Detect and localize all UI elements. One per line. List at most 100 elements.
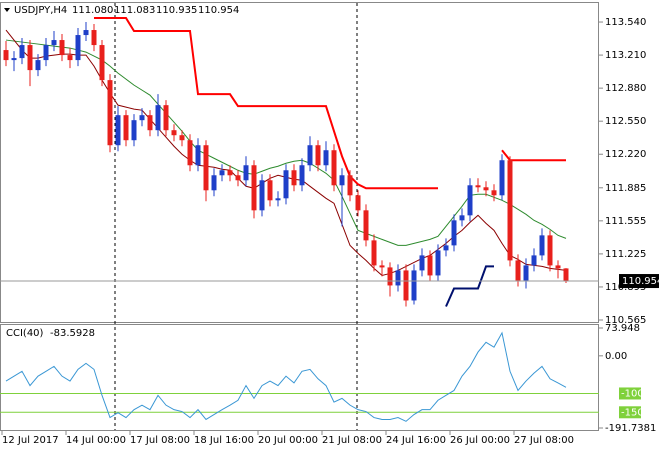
x-tick-label: 21 Jul 08:00 xyxy=(322,435,382,446)
x-tick-label: 27 Jul 08:00 xyxy=(514,435,574,446)
candle-body xyxy=(155,105,161,131)
candle-body xyxy=(195,145,201,166)
x-tick-label: 17 Jul 08:00 xyxy=(130,435,190,446)
x-tick-label: 14 Jul 00:00 xyxy=(66,435,126,446)
candle-body xyxy=(99,45,105,81)
candle-body xyxy=(315,145,321,166)
y-tick-label: 111.225 xyxy=(605,249,646,260)
candle-body xyxy=(211,175,217,191)
candle-body xyxy=(51,40,57,46)
candle-body xyxy=(235,175,241,181)
candle-body xyxy=(483,187,489,191)
indicator-line xyxy=(445,265,494,307)
candle-body xyxy=(331,150,337,186)
y-tick-label: 110.565 xyxy=(605,315,646,326)
candle-body xyxy=(523,265,529,281)
candle-body xyxy=(563,268,569,282)
candle-body xyxy=(91,30,97,46)
candle-body xyxy=(147,115,153,131)
candle-body xyxy=(123,115,129,141)
x-tick-label: 24 Jul 16:00 xyxy=(386,435,446,446)
candle-body xyxy=(411,270,417,301)
candle-body xyxy=(139,115,145,121)
y-tick-label: 112.880 xyxy=(605,83,646,94)
candle-body xyxy=(539,235,545,256)
last-low: 110.935 xyxy=(156,5,197,16)
candle-body xyxy=(27,45,33,71)
candle-body xyxy=(475,185,481,188)
last-open: 111.080 xyxy=(72,5,113,16)
indicator-line xyxy=(501,149,566,162)
y-tick-label: 111.555 xyxy=(605,216,646,227)
candle-body xyxy=(115,115,121,146)
price-box xyxy=(619,274,659,289)
price-label: 110.954 xyxy=(622,276,660,287)
candle-body xyxy=(395,270,401,286)
candle-body xyxy=(371,240,377,266)
candle-body xyxy=(75,35,81,61)
indicator-line xyxy=(94,17,438,190)
candle-body xyxy=(259,180,265,211)
candle-body xyxy=(427,255,433,276)
candle-body xyxy=(275,198,281,201)
cci-panel xyxy=(0,324,599,431)
collapse-icon[interactable] xyxy=(4,8,10,12)
candle-body xyxy=(443,245,449,251)
candle-body xyxy=(403,270,409,301)
candle-body xyxy=(67,55,73,61)
candle-body xyxy=(227,170,233,176)
candle-body xyxy=(35,60,41,71)
candle-body xyxy=(267,180,273,201)
candle-body xyxy=(59,40,65,56)
cci-last-value: -83.5928 xyxy=(50,328,95,339)
candle-body xyxy=(283,170,289,199)
candle-body xyxy=(339,175,345,186)
candle-body xyxy=(291,170,297,186)
candle-body xyxy=(499,160,505,196)
y-tick-label: 111.885 xyxy=(605,183,646,194)
candle-body xyxy=(451,220,457,246)
symbol-title: USDJPY,H4 xyxy=(14,5,67,16)
indicator-line xyxy=(5,39,567,246)
y-tick-label: 112.220 xyxy=(605,149,646,160)
y-tick-label: 0.00 xyxy=(605,351,627,362)
candle-body xyxy=(507,160,513,261)
candle-body xyxy=(323,150,329,166)
cci-title: CCI(40) xyxy=(6,328,44,339)
y-tick-label: 113.210 xyxy=(605,50,646,61)
candle-body xyxy=(491,190,497,196)
x-tick-label: 12 Jul 2017 xyxy=(2,435,59,446)
candle-body xyxy=(11,58,17,61)
x-tick-label: 18 Jul 16:00 xyxy=(194,435,254,446)
candle-body xyxy=(251,165,257,211)
candle-body xyxy=(379,265,385,268)
candle-body xyxy=(83,30,89,36)
level-box xyxy=(619,387,641,400)
candle-body xyxy=(307,145,313,166)
y-tick-label: 73.948 xyxy=(605,323,640,334)
candle-body xyxy=(347,175,353,196)
candle-body xyxy=(107,80,113,146)
candle-body xyxy=(131,120,137,141)
candle-body xyxy=(219,170,225,176)
x-tick-label: 20 Jul 00:00 xyxy=(258,435,318,446)
candle-body xyxy=(467,185,473,216)
level-label: -100 xyxy=(621,388,644,399)
last-high: 111.083 xyxy=(114,5,155,16)
candle-body xyxy=(3,50,9,61)
candle-body xyxy=(515,260,521,281)
candle-body xyxy=(163,105,169,131)
candle-body xyxy=(19,45,25,59)
candle-body xyxy=(387,267,393,286)
candle-body xyxy=(363,210,369,241)
candle-body xyxy=(547,235,553,266)
level-label: -150 xyxy=(621,407,644,418)
candle-body xyxy=(171,130,177,136)
candle-body xyxy=(435,250,441,276)
candle-body xyxy=(531,255,537,266)
candle-body xyxy=(43,45,49,61)
y-tick-label: 112.550 xyxy=(605,116,646,127)
